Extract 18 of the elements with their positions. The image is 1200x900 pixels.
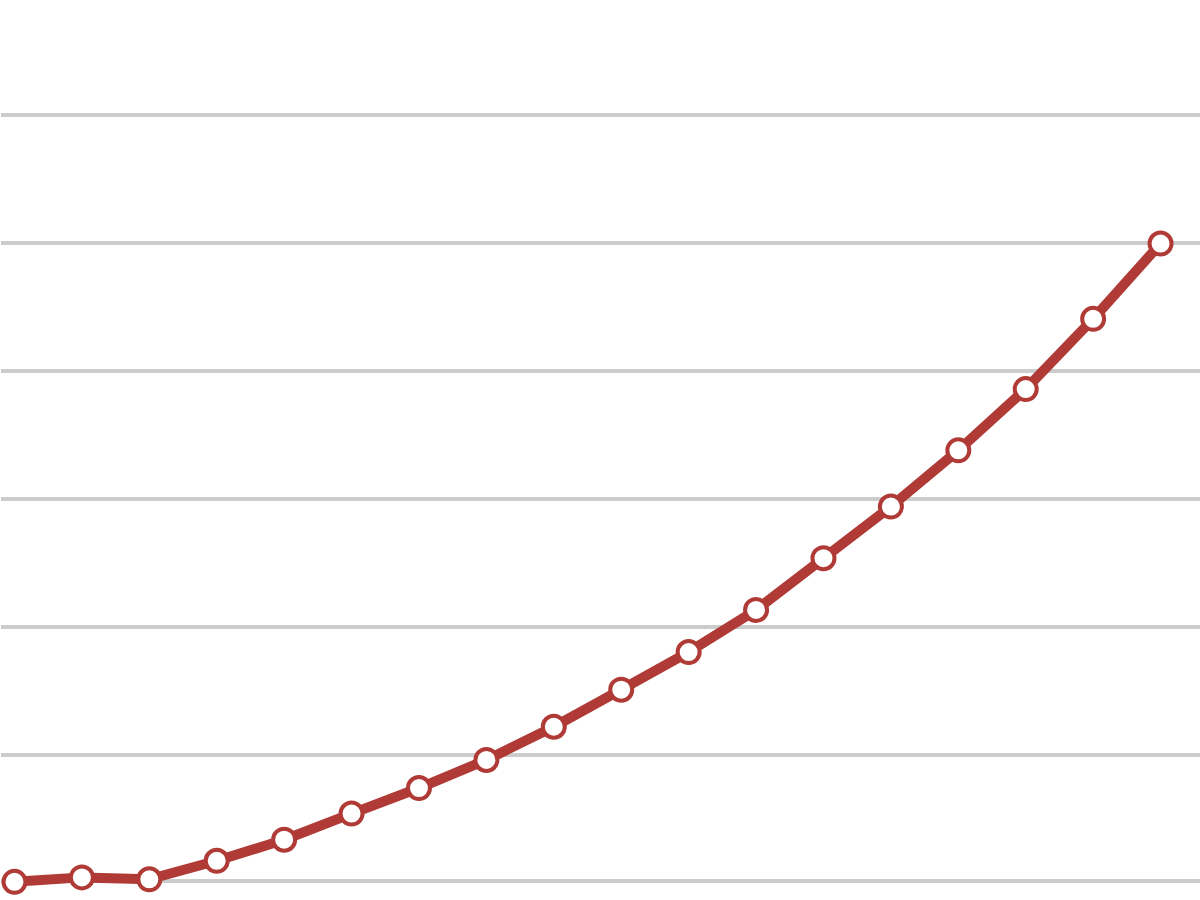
point <box>1147 230 1174 257</box>
point <box>810 545 837 572</box>
point <box>405 775 432 801</box>
point <box>136 866 163 893</box>
point <box>473 746 500 773</box>
point <box>1080 305 1107 332</box>
point <box>271 826 298 853</box>
point <box>338 800 365 827</box>
point <box>877 493 904 520</box>
point <box>540 713 567 740</box>
point <box>945 437 972 464</box>
point <box>68 864 95 891</box>
point <box>675 639 702 666</box>
point <box>1012 376 1039 403</box>
point <box>1 868 28 895</box>
point <box>608 676 635 703</box>
point <box>203 847 230 874</box>
point <box>743 596 770 623</box>
